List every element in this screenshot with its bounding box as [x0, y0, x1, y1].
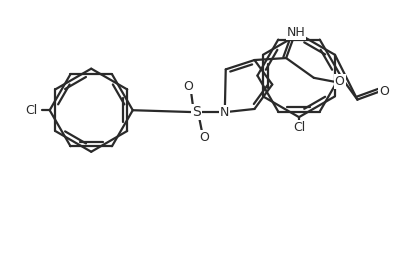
Text: O: O	[378, 85, 388, 98]
Text: N: N	[220, 106, 229, 119]
Text: O: O	[183, 80, 193, 93]
Text: Cl: Cl	[292, 121, 304, 134]
Text: O: O	[199, 131, 209, 144]
Text: Cl: Cl	[25, 104, 38, 117]
Text: O: O	[334, 75, 344, 88]
Text: NH: NH	[286, 26, 305, 39]
Text: S: S	[191, 105, 200, 119]
